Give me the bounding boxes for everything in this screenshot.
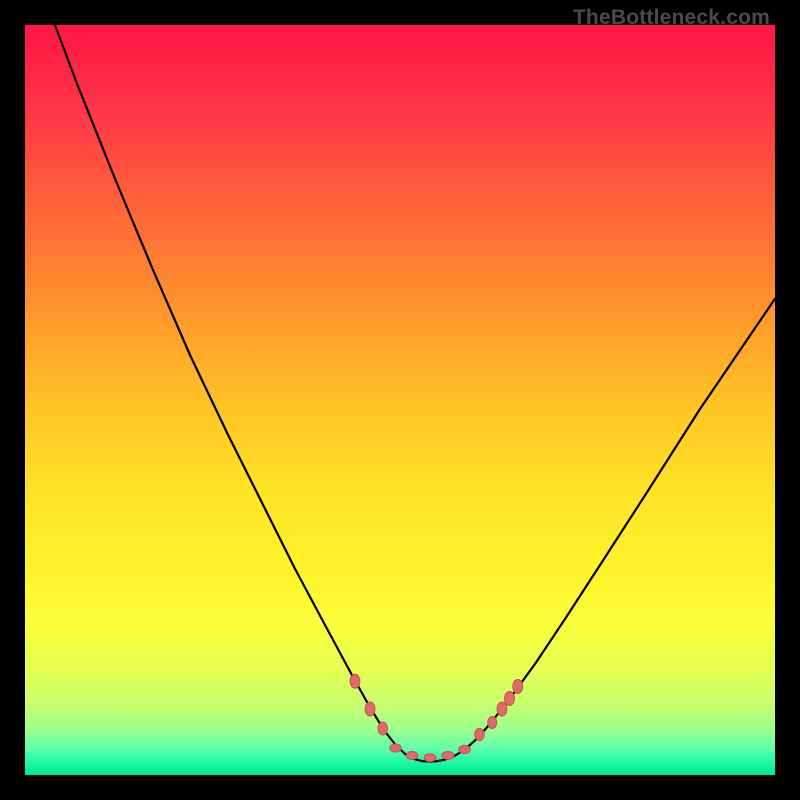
curve-marker bbox=[424, 754, 436, 762]
curve-marker bbox=[365, 702, 375, 716]
plot-area bbox=[25, 25, 775, 775]
watermark-text: TheBottleneck.com bbox=[573, 6, 770, 30]
chart-frame: TheBottleneck.com bbox=[0, 0, 800, 800]
curve-marker bbox=[406, 752, 418, 760]
curve-layer bbox=[55, 25, 775, 762]
curve-marker bbox=[505, 692, 515, 706]
curve-marker bbox=[378, 722, 388, 735]
bottleneck-curve bbox=[55, 25, 775, 762]
curve-marker bbox=[459, 745, 471, 753]
chart-overlay-svg bbox=[25, 25, 775, 775]
curve-marker bbox=[475, 728, 485, 740]
curve-marker bbox=[442, 752, 454, 760]
curve-marker bbox=[350, 674, 360, 688]
curve-marker bbox=[488, 717, 497, 729]
curve-marker bbox=[513, 680, 523, 694]
curve-marker bbox=[390, 744, 402, 752]
curve-marker bbox=[497, 702, 507, 716]
